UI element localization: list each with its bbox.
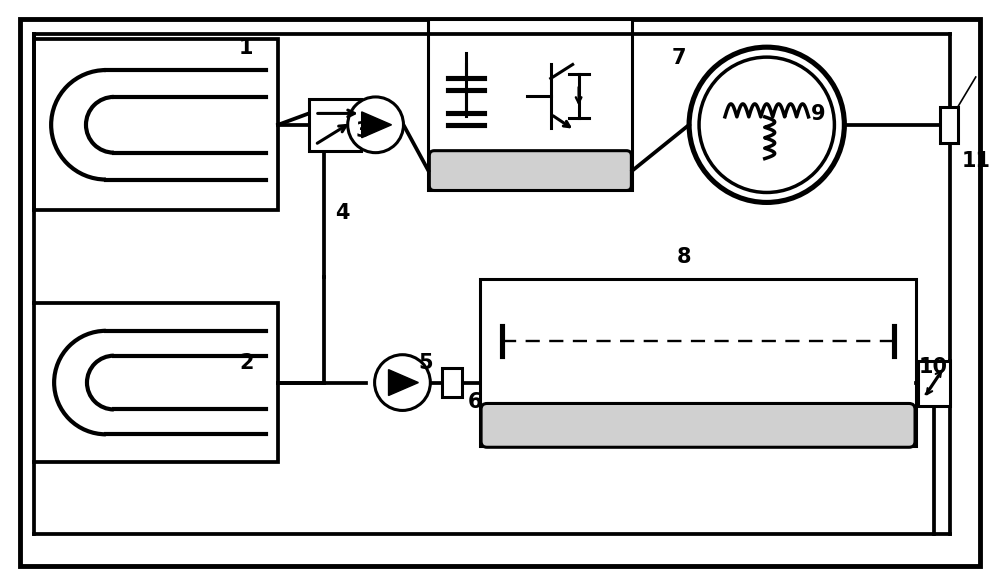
- Circle shape: [348, 97, 403, 153]
- Polygon shape: [362, 112, 392, 137]
- Text: 4: 4: [336, 204, 350, 223]
- Text: 2: 2: [239, 353, 253, 373]
- Bar: [309, 99, 361, 151]
- Bar: [34, 39, 278, 211]
- Text: 10: 10: [918, 357, 947, 377]
- Bar: [940, 107, 958, 143]
- FancyBboxPatch shape: [429, 151, 631, 191]
- Polygon shape: [389, 370, 418, 395]
- FancyBboxPatch shape: [481, 404, 915, 448]
- Text: 11: 11: [961, 150, 990, 171]
- Text: 8: 8: [677, 247, 691, 267]
- Bar: [442, 367, 462, 397]
- Bar: [34, 303, 278, 462]
- Bar: [428, 19, 632, 191]
- Text: 5: 5: [418, 353, 433, 373]
- Bar: [480, 279, 916, 446]
- Text: 1: 1: [239, 38, 253, 58]
- Text: 3: 3: [355, 121, 370, 141]
- Text: 9: 9: [811, 104, 826, 124]
- Circle shape: [699, 57, 834, 192]
- Text: 7: 7: [672, 48, 686, 68]
- Bar: [918, 361, 950, 407]
- Circle shape: [689, 47, 844, 202]
- Text: 6: 6: [468, 393, 482, 412]
- Circle shape: [375, 355, 430, 411]
